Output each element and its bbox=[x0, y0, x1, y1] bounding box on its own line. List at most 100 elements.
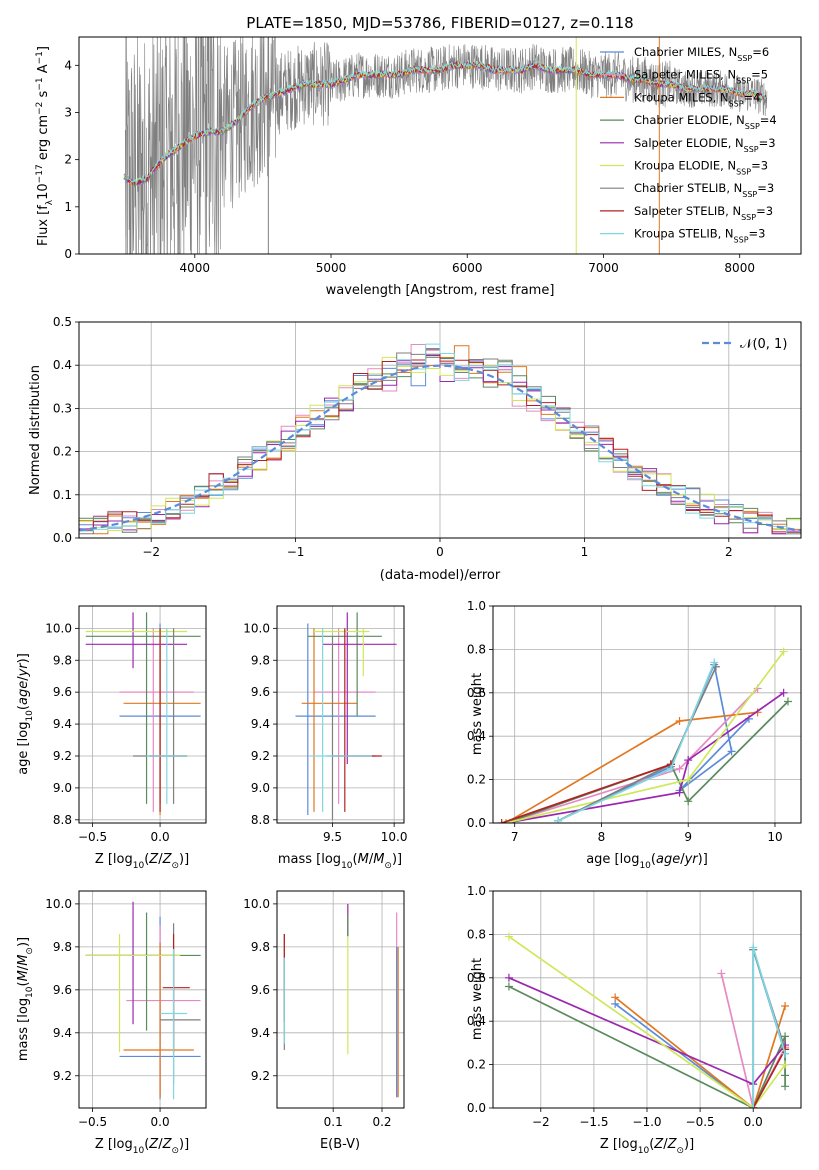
label-part: −1 bbox=[35, 77, 45, 90]
label-part: ( bbox=[144, 852, 149, 867]
label-part: 10 bbox=[639, 861, 651, 871]
label-part: ( bbox=[144, 1137, 149, 1152]
label-part: yr bbox=[684, 852, 700, 867]
legend-label: Kroupa ELODIE, N bbox=[634, 159, 736, 173]
label-part: M bbox=[16, 955, 31, 966]
y-tick-label: 0.6 bbox=[467, 971, 486, 985]
label-part: Z bbox=[653, 1137, 664, 1152]
y-tick-label: 9.2 bbox=[53, 749, 72, 763]
mass-weight-line-purple bbox=[505, 692, 785, 823]
y-tick-label: 9.6 bbox=[53, 685, 72, 699]
label-part: 10 bbox=[133, 861, 145, 871]
y-tick-label: 0.0 bbox=[467, 816, 486, 830]
mass-vs-ebv-frame bbox=[276, 890, 405, 1109]
x-tick-label: −1 bbox=[287, 545, 305, 559]
x-tick-label: 1 bbox=[581, 545, 589, 559]
legend-suffix: =3 bbox=[757, 181, 774, 195]
age-mass-x-label: mass [log10(M/M⊙)] bbox=[278, 852, 402, 871]
y-tick-label: 9.8 bbox=[251, 653, 270, 667]
x-tick-label: 8000 bbox=[724, 261, 755, 275]
y-tick-label: 10.0 bbox=[45, 897, 72, 911]
mass-weight-line-pink bbox=[505, 687, 759, 823]
legend-entry: Chabrier STELIB, NSSP=3 bbox=[634, 181, 774, 199]
age-vs-z-frame bbox=[78, 605, 207, 824]
spectrum-plot-area bbox=[123, 37, 768, 254]
mass-weight-marker-green bbox=[783, 697, 792, 706]
x-tick-label: 5000 bbox=[316, 261, 347, 275]
mass-weight-marker-cyan bbox=[749, 1104, 758, 1108]
legend-entry: Chabrier ELODIE, NSSP=4 bbox=[634, 113, 777, 131]
label-part: ( bbox=[649, 1137, 654, 1152]
mass-weight-vs-z-axes: −2 −1.5 −1.0 −0.5 0.0 0.0 0.2 0.4 0.6 0.8 1.0 bbox=[467, 884, 802, 1129]
legend-entry: Salpeter ELODIE, NSSP=3 bbox=[634, 136, 776, 154]
label-part: / bbox=[16, 965, 31, 970]
normal-distribution-curve bbox=[79, 364, 801, 532]
label-part: 10 bbox=[25, 986, 35, 998]
residuals-frame bbox=[78, 321, 802, 539]
mw-age-x-label: age [log10(age/yr)] bbox=[586, 852, 708, 871]
mw-z-x-label: Z [log10(Z/Z⊙)] bbox=[600, 1137, 694, 1156]
label-part: −17 bbox=[35, 164, 45, 183]
legend-suffix: =3 bbox=[751, 159, 768, 173]
label-part: −2 bbox=[35, 102, 45, 115]
legend-suffix: =6 bbox=[752, 45, 769, 59]
label-part: / bbox=[663, 1137, 668, 1152]
label-part: Z bbox=[162, 852, 173, 867]
mass-weight-marker-cyan bbox=[666, 764, 675, 773]
x-tick-label: 0.0 bbox=[151, 1115, 170, 1129]
y-tick-label: 0.6 bbox=[467, 686, 486, 700]
spectrum-title: PLATE=1850, MJD=53786, FIBERID=0127, z=0… bbox=[246, 14, 633, 32]
y-tick-label: 0.8 bbox=[467, 642, 486, 656]
mass-weight-marker-green bbox=[504, 982, 513, 991]
x-tick-label: −2 bbox=[142, 545, 160, 559]
x-tick-label: 0.0 bbox=[151, 830, 170, 844]
y-tick-label: 4 bbox=[64, 58, 72, 72]
spectrum-x-label: wavelength [Angstrom, rest frame] bbox=[326, 283, 555, 298]
mass-weight-line-yellowgreen bbox=[508, 935, 786, 1108]
mass-weight-marker-cyan bbox=[710, 658, 719, 667]
mass-vs-z-axes: −0.5 0.0 9.2 9.4 9.6 9.8 10.0 bbox=[45, 890, 207, 1129]
x-tick-label: −1.5 bbox=[579, 1115, 608, 1129]
age-vs-z-plot-area bbox=[79, 606, 206, 823]
y-tick-label: 9.8 bbox=[251, 940, 270, 954]
mass-weight-marker-yellowgreen bbox=[504, 932, 513, 941]
mass-weight-vs-age-plot-area bbox=[493, 606, 801, 823]
mass-weight-marker-yellowgreen bbox=[502, 819, 511, 823]
legend-label: Chabrier STELIB, N bbox=[634, 181, 742, 195]
mass-weight-marker-yellowgreen bbox=[781, 1060, 790, 1069]
spectrum-y-label: Flux [fλ10−17 erg cm−2 s−1 A−1] bbox=[35, 46, 55, 246]
legend-entry: Kroupa ELODIE, NSSP=3 bbox=[634, 159, 768, 177]
label-part: )] bbox=[179, 852, 189, 867]
label-part: ⊙ bbox=[676, 1146, 684, 1156]
y-tick-label: 0.0 bbox=[53, 531, 72, 545]
legend-sub: SSP bbox=[729, 99, 744, 108]
mass-weight-marker-yellowgreen bbox=[779, 647, 788, 656]
label-part: )] bbox=[16, 653, 31, 663]
legend-entry: Kroupa STELIB, NSSP=3 bbox=[634, 227, 765, 245]
age-z-y-label: age [log10(age/yr)] bbox=[16, 653, 35, 775]
x-tick-label: 10 bbox=[767, 830, 782, 844]
legend-sub: SSP bbox=[737, 54, 752, 63]
label-part: 10 bbox=[341, 861, 353, 871]
label-part: M bbox=[373, 852, 384, 867]
legend-entry: Salpeter MILES, NSSP=5 bbox=[634, 68, 768, 86]
label-part: mass [log bbox=[278, 852, 341, 867]
label-part: ( bbox=[16, 705, 31, 710]
label-part: Z [log bbox=[95, 852, 133, 867]
label-part: ⊙ bbox=[171, 861, 179, 871]
y-tick-label: 0.4 bbox=[467, 1014, 486, 1028]
x-tick-label: 6000 bbox=[452, 261, 483, 275]
x-tick-label: 4000 bbox=[180, 261, 211, 275]
y-tick-label: 9.6 bbox=[251, 685, 270, 699]
legend-sub: SSP bbox=[745, 122, 760, 131]
y-tick-label: 1 bbox=[64, 200, 72, 214]
mass-weight-vs-z-frame bbox=[492, 890, 802, 1109]
mass-weight-marker-green bbox=[781, 1071, 790, 1080]
residual-x-label: (data-model)/error bbox=[380, 568, 501, 583]
age-vs-mass-plot-area bbox=[277, 606, 404, 823]
mass-weight-marker-cyan bbox=[554, 816, 563, 823]
y-tick-label: 9.4 bbox=[251, 1026, 270, 1040]
mass-weight-marker-cyan bbox=[749, 943, 758, 952]
legend-label: Salpeter ELODIE, N bbox=[634, 136, 744, 150]
legend-suffix: =3 bbox=[749, 227, 766, 241]
